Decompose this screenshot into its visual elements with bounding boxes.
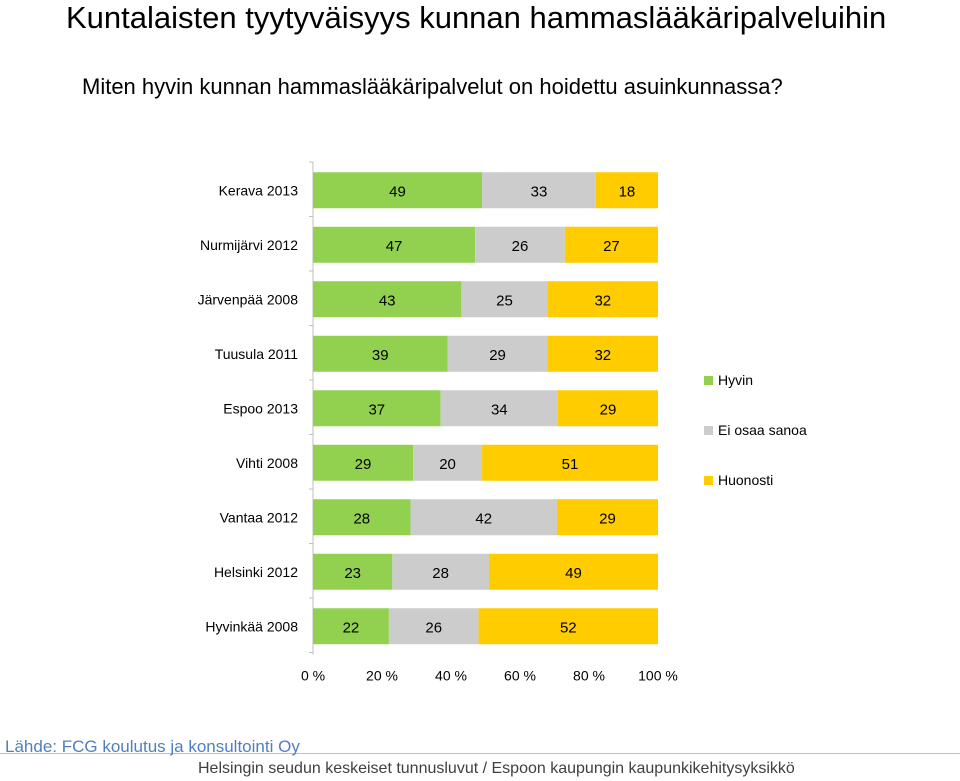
bar-segment <box>547 335 658 372</box>
category-label: Vantaa 2012 <box>220 509 299 525</box>
data-label: 25 <box>496 292 513 309</box>
legend-label-hyvin: Hyvin <box>718 372 754 388</box>
legend-item-ei-osaa-sanoa: Ei osaa sanoa <box>704 405 807 455</box>
bar-segment <box>313 281 462 318</box>
category-label: Helsinki 2012 <box>214 564 298 580</box>
data-label: 34 <box>491 401 508 418</box>
data-label: 29 <box>600 401 617 418</box>
bar-segment <box>413 444 483 481</box>
stacked-bar-chart: Kerava 2013 49 33 18 Nurmijärvi 2012 47 26 27 Jä… <box>198 161 678 684</box>
data-label: 43 <box>379 292 396 309</box>
x-tick-label: 40 % <box>435 668 467 684</box>
legend-swatch-huonosti <box>704 475 713 485</box>
bar-segment <box>313 499 411 536</box>
data-label: 49 <box>389 183 406 200</box>
chart-subtitle: Miten hyvin kunnan hammaslääkäripalvelut… <box>82 74 783 99</box>
legend-item-huonosti: Huonosti <box>704 455 807 505</box>
bar-segment <box>482 172 596 209</box>
legend: Hyvin Ei osaa sanoa Huonosti <box>704 355 807 505</box>
data-label: 29 <box>355 456 372 473</box>
bar-segment <box>313 335 448 372</box>
bar-segment <box>478 608 658 645</box>
data-label: 42 <box>475 510 492 527</box>
data-label: 32 <box>594 292 611 309</box>
bar-segment <box>482 444 658 481</box>
bar-segment <box>447 335 548 372</box>
category-label: Järvenpää 2008 <box>198 291 299 307</box>
bar-segment <box>461 281 548 318</box>
bar-segment <box>313 226 476 263</box>
legend-swatch-hyvin <box>704 375 713 385</box>
bar-segment <box>556 499 658 536</box>
data-label: 49 <box>565 565 582 582</box>
bar-segment <box>475 226 565 263</box>
data-label: 33 <box>531 183 548 200</box>
data-label: 52 <box>560 619 577 636</box>
legend-label-ei-osaa-sanoa: Ei osaa sanoa <box>718 422 807 438</box>
bar-segment <box>313 444 414 481</box>
data-label: 37 <box>368 401 385 418</box>
data-label: 32 <box>594 347 611 364</box>
data-label: 27 <box>603 238 620 255</box>
data-label: 26 <box>512 238 529 255</box>
data-label: 29 <box>599 510 616 527</box>
bar-segment <box>488 553 658 590</box>
page-title: Kuntalaisten tyytyväisyys kunnan hammasl… <box>66 0 887 35</box>
bar-segment <box>564 226 658 263</box>
category-label: Nurmijärvi 2012 <box>200 237 298 253</box>
category-label: Vihti 2008 <box>236 455 298 471</box>
x-tick-label: 100 % <box>638 668 678 684</box>
bar-segment <box>595 172 658 209</box>
x-tick-label: 20 % <box>366 668 398 684</box>
data-label: 29 <box>489 347 506 364</box>
data-label: 39 <box>372 347 389 364</box>
source-note: Lähde: FCG koulutus ja konsultointi Oy <box>5 737 300 756</box>
data-label: 28 <box>353 510 370 527</box>
bar-segment <box>410 499 557 536</box>
data-label: 20 <box>439 456 456 473</box>
data-label: 22 <box>343 619 360 636</box>
bar-segment <box>557 390 658 427</box>
category-label: Tuusula 2011 <box>215 346 298 362</box>
data-label: 26 <box>425 619 442 636</box>
x-tick-label: 60 % <box>504 668 536 684</box>
footer-divider <box>0 753 960 754</box>
bar-segment <box>313 553 393 590</box>
data-label: 23 <box>344 565 361 582</box>
data-label: 28 <box>432 565 449 582</box>
bar-segment <box>313 172 483 209</box>
legend-item-hyvin: Hyvin <box>704 355 807 405</box>
category-label: Espoo 2013 <box>223 400 298 416</box>
bar-segment <box>547 281 658 318</box>
bar-segment <box>440 390 558 427</box>
legend-label-huonosti: Huonosti <box>718 472 774 488</box>
footer-text: Helsingin seudun keskeiset tunnusluvut /… <box>198 760 795 777</box>
bar-segment <box>392 553 489 590</box>
x-tick-label: 80 % <box>573 668 605 684</box>
category-label: Hyvinkää 2008 <box>205 618 298 634</box>
bar-segment <box>313 390 441 427</box>
data-label: 47 <box>386 238 403 255</box>
data-label: 51 <box>562 456 579 473</box>
category-label: Kerava 2013 <box>219 182 299 198</box>
bar-segment <box>388 608 479 645</box>
bar-segment <box>313 608 389 645</box>
x-tick-label: 0 % <box>301 668 325 684</box>
data-label: 18 <box>619 183 636 200</box>
legend-swatch-ei-osaa-sanoa <box>704 425 713 435</box>
